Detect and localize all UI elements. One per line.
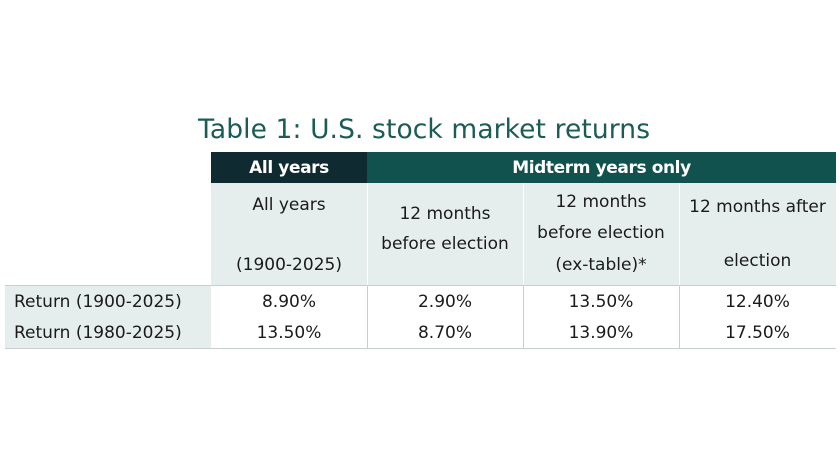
table-cell: 13.50% [256,322,322,343]
table-cell: 12.40% [725,291,790,312]
table-rule [5,285,836,286]
subheader-12m-after: 12 months after election [679,183,836,285]
subheader-12m-before-ex: 12 months before election (ex-table)* [523,183,679,285]
table-cell: 2.90% [417,291,472,312]
subheader-line: 12 months [555,191,647,212]
subheader-line: (1900-2025) [236,255,342,275]
table-rule [5,348,836,349]
subheader-divider [367,183,368,285]
table-cell: 8.90% [261,291,316,312]
subheader-divider [523,183,524,285]
subheader-divider [679,183,680,285]
subheader-line: (ex-table)* [555,254,647,275]
grid-line [679,286,680,348]
table-cell: 13.50% [568,291,634,312]
subheader-12m-before: 12 months before election [367,183,523,285]
row-label: Return (1980-2025) [5,317,211,348]
subheader-line: 12 months [399,204,491,225]
subheader-all-years: All years (1900-2025) [211,183,367,285]
table-cell: 13.90% [568,322,634,343]
subheader-line: 12 months after [689,196,826,217]
header-midterm-years: Midterm years only [367,152,836,183]
subheader-line: election [723,251,792,271]
header-all-years: All years [211,152,367,183]
grid-line [523,286,524,348]
subheader-line: All years [252,194,326,215]
grid-line [367,286,368,348]
table-cell: 17.50% [725,322,790,343]
table-cell: 8.70% [417,322,472,343]
table-title: Table 1: U.S. stock market returns [198,114,651,145]
subheader-line: before election [537,223,665,244]
subheader-line: before election [381,234,509,254]
row-label: Return (1900-2025) [5,286,211,317]
